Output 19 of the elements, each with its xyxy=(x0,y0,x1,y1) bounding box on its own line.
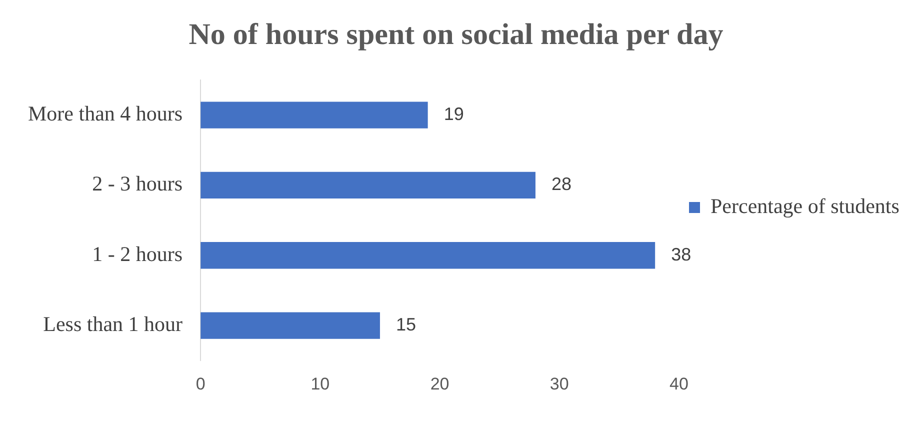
y-tick-label: 1 - 2 hours xyxy=(92,242,183,266)
x-tick-label: 20 xyxy=(430,374,450,394)
data-label: 15 xyxy=(396,314,416,334)
x-tick-label: 40 xyxy=(670,374,688,394)
bar xyxy=(200,242,656,269)
x-tick-label: 10 xyxy=(310,374,330,394)
bar xyxy=(200,172,536,199)
legend-label: Percentage of students xyxy=(710,194,900,218)
bar xyxy=(200,102,428,128)
x-tick-label: 0 xyxy=(196,374,206,394)
data-label: 38 xyxy=(671,244,692,264)
y-tick-label: 2 - 3 hours xyxy=(92,172,183,196)
bar xyxy=(200,312,380,339)
data-label: 28 xyxy=(551,174,572,194)
chart-title: No of hours spent on social media per day xyxy=(188,18,724,51)
y-tick-label: More than 4 hours xyxy=(28,102,183,126)
x-tick-label: 30 xyxy=(550,374,569,394)
y-tick-label: Less than 1 hour xyxy=(43,312,183,336)
data-label: 19 xyxy=(444,104,464,124)
